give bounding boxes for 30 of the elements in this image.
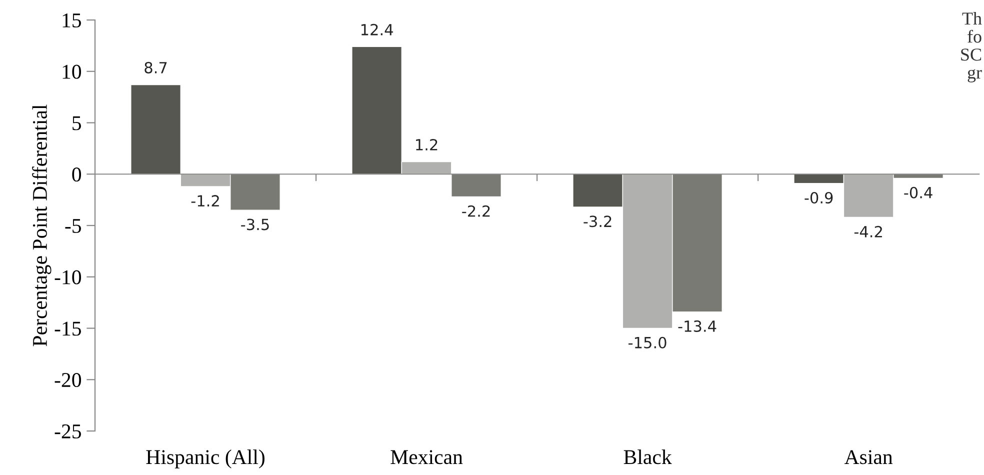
data-label: -0.4	[904, 186, 932, 198]
annotation: SC	[961, 48, 982, 61]
data-label: -0.9	[804, 192, 833, 204]
data-label: -1.2	[191, 195, 219, 206]
y-tick-label: 10	[62, 64, 82, 79]
data-label: 1.2	[416, 138, 438, 150]
y-tick-label: -10	[54, 270, 82, 284]
annotation: gr	[968, 69, 982, 82]
annotation: Th	[962, 12, 982, 25]
y-tick-label: 0	[72, 168, 82, 182]
data-label: -2.2	[462, 205, 490, 217]
data-label: -13.4	[678, 320, 716, 332]
x-tick-label: Asian	[844, 450, 893, 464]
y-tick-label: -25	[54, 424, 81, 438]
x-tick-label: Hispanic (All)	[146, 449, 264, 468]
annotation: fo	[968, 30, 982, 43]
x-tick-label: Mexican	[390, 450, 463, 464]
y-tick-label: 15	[62, 13, 81, 28]
y-tick-label: 5	[72, 116, 81, 130]
y-tick-label: -15	[54, 322, 81, 336]
data-label: -15.0	[628, 336, 666, 348]
y-axis-title: Percentage Point Differential	[32, 104, 52, 346]
data-label: -4.2	[854, 226, 882, 238]
y-tick-label: -5	[65, 219, 81, 233]
y-tick-label: -20	[54, 373, 82, 388]
data-label: -3.5	[241, 218, 269, 230]
data-label: 8.7	[144, 62, 167, 74]
x-tick-label: Black	[624, 449, 672, 464]
data-label: -3.2	[584, 216, 612, 228]
data-label: 12.4	[361, 24, 393, 36]
